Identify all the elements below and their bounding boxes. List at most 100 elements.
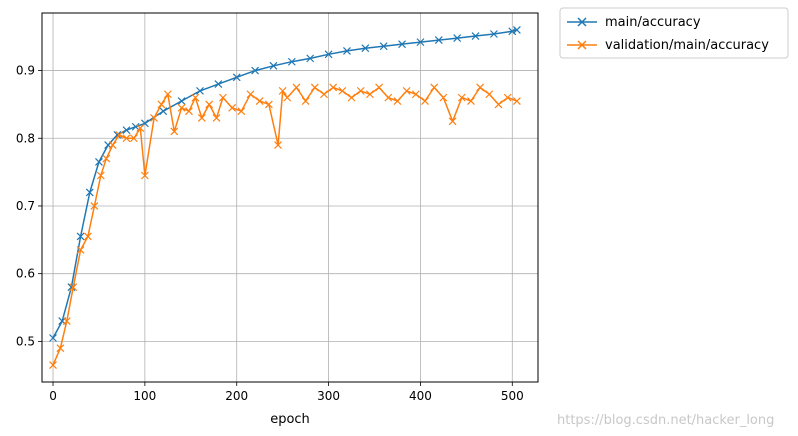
series-0-point xyxy=(434,36,443,45)
x-axis-ticks: 0 100 200 300 400 500 xyxy=(49,382,524,403)
series-1-point xyxy=(411,90,420,99)
series-1-point xyxy=(140,171,149,180)
x-tick-label: 0 xyxy=(49,389,57,403)
series-1-point xyxy=(237,107,246,116)
series-line-0 xyxy=(52,29,518,339)
series-1-point xyxy=(467,97,475,105)
series-1-point xyxy=(246,90,255,99)
series-1-point xyxy=(402,86,411,95)
legend-entry-main-accuracy: main/accuracy xyxy=(605,15,701,30)
series-1-point xyxy=(494,100,503,109)
series-1-point xyxy=(430,83,439,92)
series-1-point xyxy=(96,171,105,180)
legend-marker-validation-accuracy xyxy=(577,40,587,50)
series-1-point xyxy=(329,83,338,92)
series-1-point xyxy=(512,97,521,105)
series-1-point xyxy=(219,93,227,102)
series-0-point xyxy=(232,73,241,82)
series-1-point xyxy=(163,90,172,99)
series-1-point xyxy=(485,90,494,99)
series-0-point xyxy=(398,40,406,49)
y-tick-label: 0.8 xyxy=(16,131,35,145)
series-0-point xyxy=(453,34,462,42)
series-0-point xyxy=(306,54,315,63)
series-1-point xyxy=(177,103,186,112)
series-1-point xyxy=(365,90,374,99)
series-1-point xyxy=(439,93,448,102)
watermark: https://blog.csdn.net/hacker_long xyxy=(557,413,774,428)
series-1-point xyxy=(136,124,145,133)
y-tick-label: 0.6 xyxy=(16,267,35,281)
legend: main/accuracy validation/main/accuracy xyxy=(559,7,789,59)
x-tick-label: 100 xyxy=(133,389,156,403)
series-0-point xyxy=(343,46,351,55)
plot-area-frame xyxy=(41,12,539,383)
legend-frame xyxy=(559,7,789,59)
series-0-point xyxy=(508,27,517,36)
series-1-point xyxy=(49,361,57,369)
series-1-point xyxy=(197,114,206,122)
series-1-point xyxy=(69,283,78,292)
series-1-point xyxy=(170,127,179,136)
series-1-point xyxy=(205,100,214,109)
series-1-point xyxy=(274,141,282,149)
series-1-point xyxy=(62,317,71,325)
series-0-point xyxy=(324,50,333,59)
series-1-point xyxy=(292,83,301,92)
series-1-point xyxy=(320,90,328,99)
x-tick-label: 200 xyxy=(225,389,248,403)
series-1-point xyxy=(84,232,92,241)
series-1-point xyxy=(338,86,347,95)
series-0-point xyxy=(251,66,260,75)
series-1-point xyxy=(393,97,402,105)
series-0-point xyxy=(122,126,131,135)
series-1-point xyxy=(185,107,193,116)
series-1-point xyxy=(108,141,117,149)
series-1-point xyxy=(191,93,200,102)
series-1-point xyxy=(283,93,292,102)
grid xyxy=(42,13,538,382)
series-1-point xyxy=(384,93,393,102)
series-0-point xyxy=(95,158,103,166)
y-tick-label: 0.9 xyxy=(16,64,35,78)
x-tick-label: 500 xyxy=(501,389,524,403)
series-1-point xyxy=(102,154,111,163)
series-0-point xyxy=(287,57,296,66)
legend-entry-validation-accuracy: validation/main/accuracy xyxy=(605,38,769,53)
series-line-1 xyxy=(52,86,518,366)
series-1-point xyxy=(150,114,158,122)
series-0-point xyxy=(512,26,521,34)
series-1-point xyxy=(264,100,273,109)
series-0-point xyxy=(379,42,388,51)
series-1-point xyxy=(457,93,466,102)
series-1-point xyxy=(90,202,99,210)
series-1-point xyxy=(375,83,384,92)
series-0-point xyxy=(113,130,122,139)
series-1-point xyxy=(56,344,65,353)
y-axis-ticks: 0.5 0.6 0.7 0.8 0.9 xyxy=(16,64,42,348)
series-0-point xyxy=(196,86,204,95)
y-tick-label: 0.7 xyxy=(16,199,35,213)
series-1-point xyxy=(476,83,485,92)
x-tick-label: 300 xyxy=(317,389,340,403)
series-1-point xyxy=(76,246,85,254)
series-1-point xyxy=(448,117,457,126)
series-0-point xyxy=(416,38,425,47)
series-0-point xyxy=(177,97,186,105)
series-1-point xyxy=(129,134,138,143)
series-1-point xyxy=(157,100,166,109)
y-tick-label: 0.5 xyxy=(16,334,35,348)
series-0-point xyxy=(159,107,168,116)
series-1-point xyxy=(356,86,365,95)
series-1-point xyxy=(503,93,512,102)
series-0-point xyxy=(85,188,94,197)
legend-marker-main-accuracy xyxy=(577,17,587,27)
series-1-point xyxy=(255,97,264,105)
series-1-point xyxy=(122,134,131,143)
series-0-point xyxy=(49,334,57,342)
series-1-point xyxy=(347,93,356,102)
series-1-point xyxy=(212,114,221,122)
series-0-point xyxy=(131,122,140,131)
series-0-point xyxy=(361,44,370,53)
